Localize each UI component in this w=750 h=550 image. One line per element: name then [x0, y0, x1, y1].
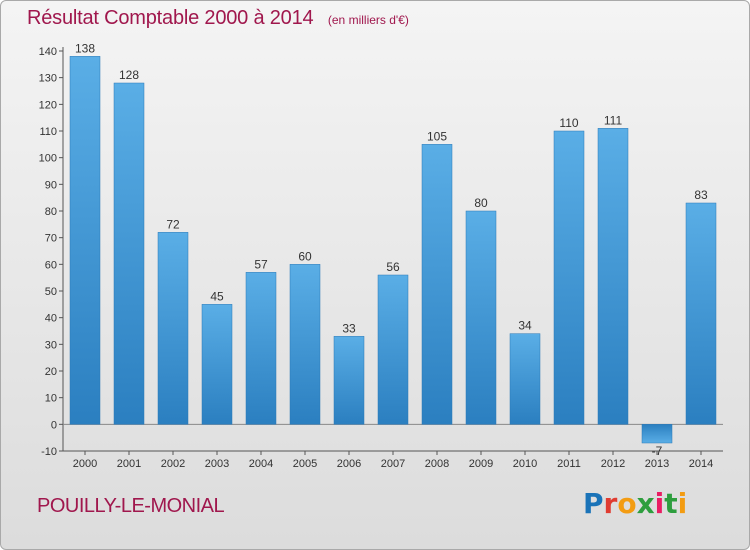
x-tick-label-2010: 2010 — [513, 458, 537, 470]
bar-2007 — [377, 274, 409, 425]
x-tick-label-2012: 2012 — [601, 458, 625, 470]
bar-2012 — [597, 128, 629, 425]
data-label-2008: 105 — [427, 129, 447, 143]
bar-2011 — [553, 130, 585, 425]
bar-2004 — [245, 272, 277, 425]
y-tick-label: 90 — [45, 179, 57, 191]
y-tick-label: 70 — [45, 233, 57, 245]
x-tick-label-2009: 2009 — [469, 458, 493, 470]
bar-2005 — [289, 264, 321, 425]
x-tick-label-2000: 2000 — [73, 458, 97, 470]
y-tick-label: 50 — [45, 286, 57, 298]
y-tick-label: -10 — [41, 446, 57, 458]
data-label-2012: 111 — [604, 113, 623, 127]
city-name: POUILLY-LE-MONIAL — [37, 495, 225, 517]
bar-2000 — [69, 56, 101, 425]
data-label-2009: 80 — [474, 196, 488, 210]
x-tick-label-2004: 2004 — [249, 458, 273, 470]
x-tick-label-2003: 2003 — [205, 458, 229, 470]
bar-2008 — [421, 144, 453, 425]
data-label-2002: 72 — [166, 217, 180, 231]
y-tick-label: 10 — [45, 393, 57, 405]
y-tick-label: 80 — [45, 206, 57, 218]
y-tick-label: 30 — [45, 339, 57, 351]
bar-2009 — [465, 210, 497, 425]
y-tick-label: 120 — [39, 99, 57, 111]
x-tick-label-2005: 2005 — [293, 458, 317, 470]
x-tick-label-2002: 2002 — [161, 458, 185, 470]
bar-2006 — [333, 336, 365, 425]
data-label-2000: 138 — [75, 41, 95, 55]
bar-2002 — [157, 232, 189, 425]
bar-2003 — [201, 304, 233, 425]
y-tick-label: 60 — [45, 259, 57, 271]
bar-2001 — [113, 82, 145, 425]
chart-subtitle: (en milliers d'€) — [327, 13, 409, 27]
y-tick-label: 0 — [51, 419, 57, 431]
data-label-2005: 60 — [298, 249, 312, 263]
x-tick-label-2006: 2006 — [337, 458, 361, 470]
y-tick-label: 100 — [39, 153, 57, 165]
y-tick-label: 140 — [39, 46, 57, 58]
data-label-2001: 128 — [119, 68, 139, 82]
x-tick-label-2007: 2007 — [381, 458, 405, 470]
y-tick-label: 20 — [45, 366, 57, 378]
data-label-2004: 57 — [254, 257, 268, 271]
data-label-2003: 45 — [210, 289, 224, 303]
chart-title: Résultat Comptable 2000 à 2014 — [27, 7, 314, 29]
x-tick-label-2008: 2008 — [425, 458, 449, 470]
chart-bars — [69, 56, 717, 444]
y-tick-label: 130 — [39, 73, 57, 85]
data-label-2011: 110 — [559, 116, 578, 130]
y-tick-label: 40 — [45, 313, 57, 325]
data-label-2007: 56 — [386, 260, 400, 274]
x-tick-label-2001: 2001 — [117, 458, 141, 470]
bar-2014 — [685, 202, 717, 425]
proxiti-logo: Proxiti — [583, 487, 688, 520]
data-label-2014: 83 — [694, 188, 708, 202]
x-tick-label-2014: 2014 — [689, 458, 713, 470]
x-tick-label-2011: 2011 — [557, 458, 581, 470]
data-label-2010: 34 — [518, 319, 532, 333]
y-tick-label: 110 — [39, 126, 57, 138]
title-row: Résultat Comptable 2000 à 2014 (en milli… — [27, 7, 409, 30]
data-label-2013: -7 — [652, 444, 663, 458]
chart-data-labels: 138 128 72 45 57 60 33 56 105 80 34 110 111 -7 83 — [75, 41, 708, 458]
bar-2010 — [509, 333, 541, 425]
bar-2013 — [641, 424, 673, 444]
data-label-2006: 33 — [342, 321, 356, 335]
x-tick-label-2013: 2013 — [645, 458, 669, 470]
